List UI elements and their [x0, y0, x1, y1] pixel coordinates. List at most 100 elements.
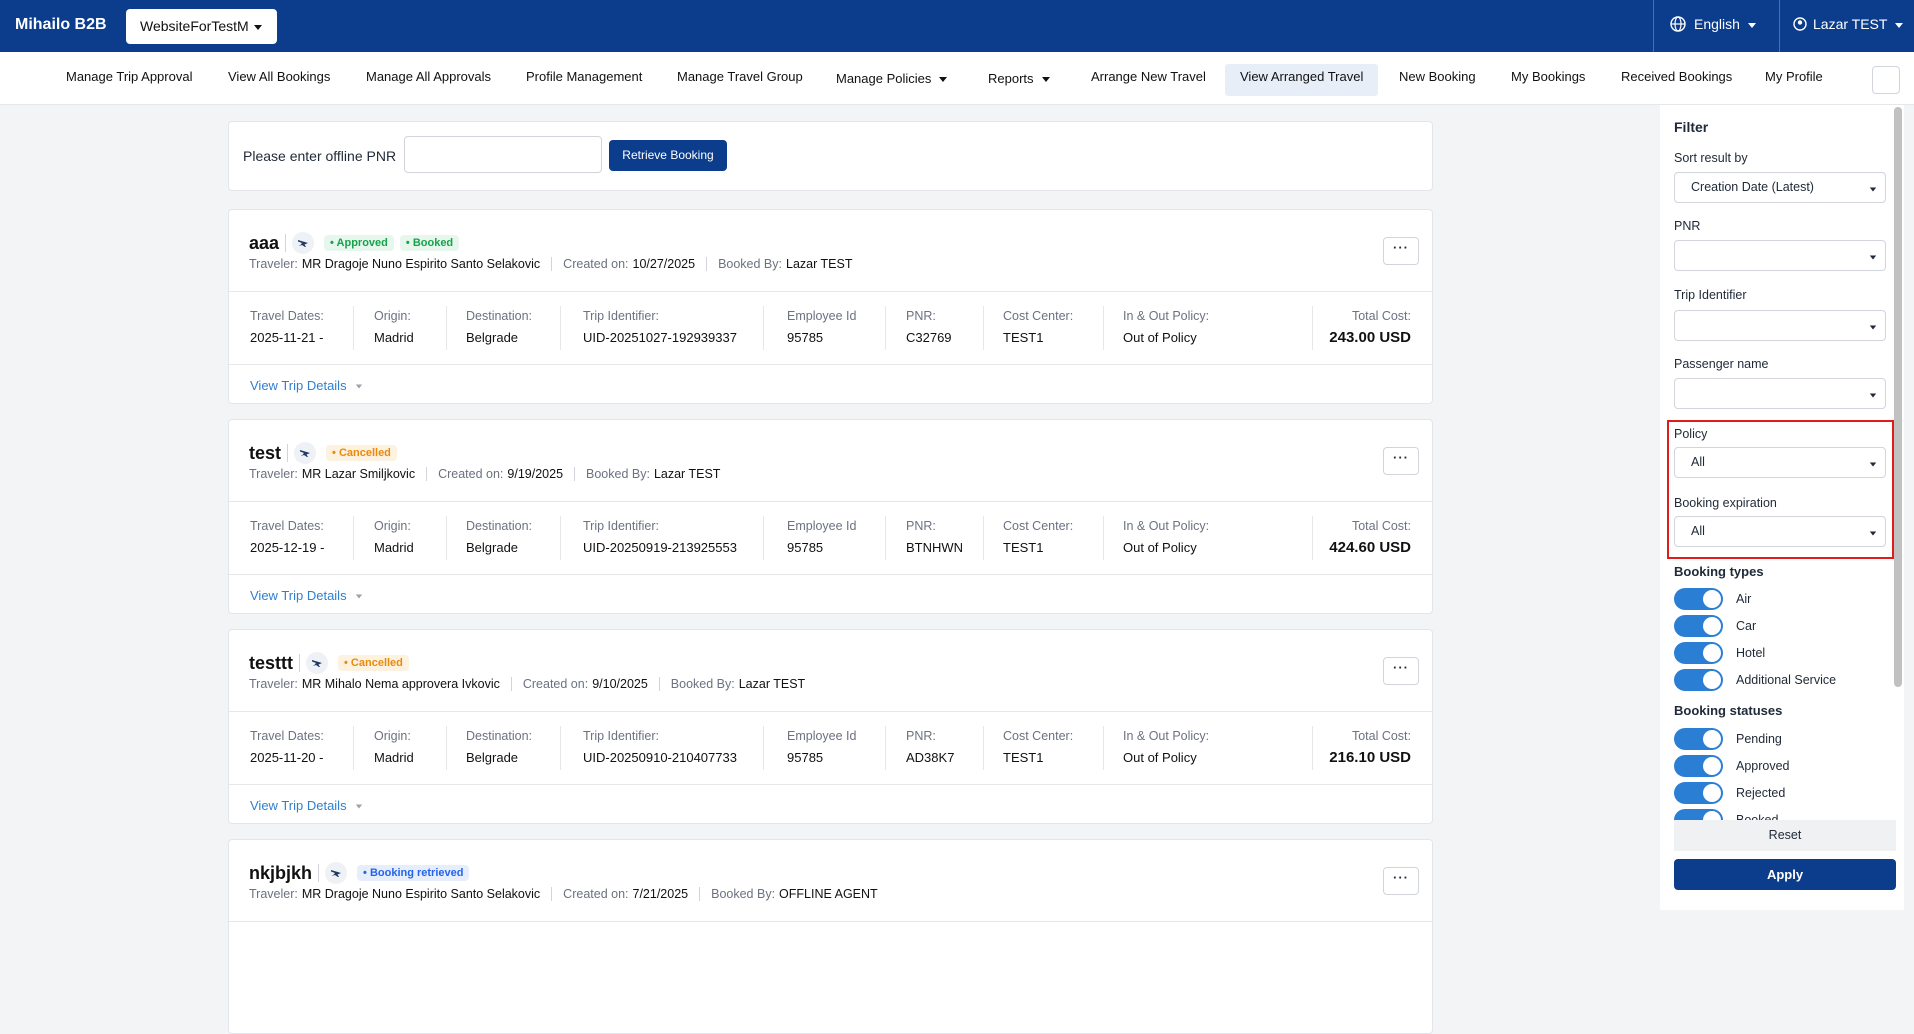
- field-label: PNR:: [906, 519, 936, 533]
- toggle[interactable]: [1674, 755, 1723, 777]
- language-menu[interactable]: English: [1670, 16, 1756, 32]
- field-label: Destination:: [466, 519, 533, 533]
- card-header: aaa Approved Booked: [249, 232, 465, 254]
- field-separator: [560, 726, 561, 770]
- field-value: C32769: [906, 330, 952, 345]
- air-icon: [294, 442, 317, 464]
- toggle[interactable]: [1674, 588, 1723, 610]
- air-icon: [292, 232, 315, 254]
- traveler-line: Traveler: MR Lazar Smiljkovic Created on: 9…: [249, 467, 720, 481]
- field-value: Lazar TEST: [786, 257, 853, 271]
- field-label: Origin:: [374, 309, 411, 323]
- field-label: Employee Id: [787, 309, 857, 323]
- details-link[interactable]: View Trip Details: [250, 378, 363, 393]
- field-label: Origin:: [374, 519, 411, 533]
- field-value: Madrid: [374, 330, 414, 345]
- nav-label: Manage Policies: [836, 71, 932, 86]
- air-icon: [325, 862, 348, 884]
- toggle[interactable]: [1674, 642, 1723, 664]
- divider: [706, 257, 708, 271]
- total-value: 243.00 USD: [1329, 329, 1411, 346]
- field-separator: [1312, 726, 1313, 770]
- field-value: Lazar TEST: [738, 677, 806, 691]
- toggle[interactable]: [1674, 669, 1723, 691]
- field-separator: [885, 516, 886, 560]
- total-label: Total Cost:: [1351, 729, 1411, 743]
- apply-button[interactable]: Apply: [1674, 859, 1896, 890]
- field-value: TEST1: [1003, 750, 1044, 765]
- menu-button[interactable]: ···: [1383, 447, 1419, 475]
- divider: [551, 257, 553, 271]
- booking-name: testtt: [249, 652, 293, 673]
- nav-item[interactable]: View All Bookings: [228, 69, 330, 84]
- plane: [300, 450, 311, 457]
- field-value: Lazar TEST: [653, 467, 721, 481]
- nav-item[interactable]: My Profile: [1765, 69, 1823, 84]
- user-menu[interactable]: Lazar TEST: [1793, 16, 1904, 32]
- field-value: OFFLINE AGENT: [779, 887, 878, 901]
- menu-button[interactable]: ···: [1383, 237, 1419, 265]
- field-label: Sort result by: [1674, 151, 1748, 165]
- nav-item[interactable]: My Bookings: [1511, 69, 1585, 84]
- details-link[interactable]: View Trip Details: [250, 798, 363, 813]
- select[interactable]: [1674, 310, 1886, 341]
- field-label: Origin:: [374, 729, 411, 743]
- field-separator: [885, 306, 886, 350]
- divider: [574, 467, 576, 481]
- nav-item[interactable]: Manage Policies: [836, 71, 948, 86]
- field-separator: [885, 726, 886, 770]
- select[interactable]: All: [1674, 516, 1886, 547]
- field-value: 2025-11-20 -: [250, 750, 324, 765]
- separator: [1653, 0, 1654, 52]
- panel-toggle[interactable]: [1872, 66, 1900, 94]
- field-separator: [983, 306, 984, 350]
- link-text: View Trip Details: [250, 798, 347, 813]
- menu-button[interactable]: ···: [1383, 867, 1419, 895]
- toggle[interactable]: [1674, 728, 1723, 750]
- divider: [658, 677, 660, 691]
- select[interactable]: [1674, 378, 1886, 409]
- field-label: Traveler:: [249, 887, 298, 901]
- section-title: Booking statuses: [1674, 703, 1783, 718]
- toggle[interactable]: [1674, 782, 1723, 804]
- field-label: In & Out Policy:: [1123, 519, 1210, 533]
- field-value: Madrid: [374, 540, 414, 555]
- menu-button[interactable]: ···: [1383, 657, 1419, 685]
- nav-item[interactable]: New Booking: [1399, 69, 1476, 84]
- nav-item[interactable]: Manage Travel Group: [677, 69, 803, 84]
- site-selector[interactable]: WebsiteForTestM: [126, 9, 277, 44]
- caret: [1869, 462, 1877, 467]
- nav-item[interactable]: Reports: [988, 71, 1050, 86]
- select-value: All: [1691, 455, 1705, 469]
- field-label: Booking expiration: [1674, 496, 1777, 510]
- field-label: Trip Identifier:: [583, 729, 659, 743]
- field-value: 95785: [787, 540, 824, 555]
- divider: [426, 467, 428, 481]
- status-badge: Approved: [324, 235, 394, 251]
- reset-button[interactable]: Reset: [1674, 820, 1896, 851]
- retrieve-button[interactable]: Retrieve Booking: [609, 140, 727, 171]
- nav-item[interactable]: Manage All Approvals: [366, 69, 491, 84]
- nav-item[interactable]: Arrange New Travel: [1091, 69, 1206, 84]
- select[interactable]: All: [1674, 447, 1886, 478]
- select[interactable]: Creation Date (Latest): [1674, 172, 1886, 203]
- field-separator: [560, 306, 561, 350]
- nav-item[interactable]: View Arranged Travel: [1240, 69, 1363, 84]
- nav-label: Arrange New Travel: [1091, 69, 1206, 84]
- divider: [299, 654, 300, 672]
- nav-item[interactable]: Received Bookings: [1621, 69, 1732, 84]
- plane: [298, 240, 309, 247]
- select[interactable]: [1674, 240, 1886, 271]
- highlight-box: [1667, 420, 1894, 559]
- divider: [229, 291, 1432, 292]
- details-link[interactable]: View Trip Details: [250, 588, 363, 603]
- caret: [939, 77, 948, 83]
- nav-item[interactable]: Manage Trip Approval: [66, 69, 192, 84]
- field-label: Trip Identifier:: [583, 309, 659, 323]
- nav-item[interactable]: Profile Management: [526, 69, 642, 84]
- scrollbar: [1894, 107, 1902, 687]
- separator: [1779, 0, 1780, 52]
- pnr-input[interactable]: [404, 136, 602, 173]
- field-separator: [763, 516, 764, 560]
- toggle[interactable]: [1674, 615, 1723, 637]
